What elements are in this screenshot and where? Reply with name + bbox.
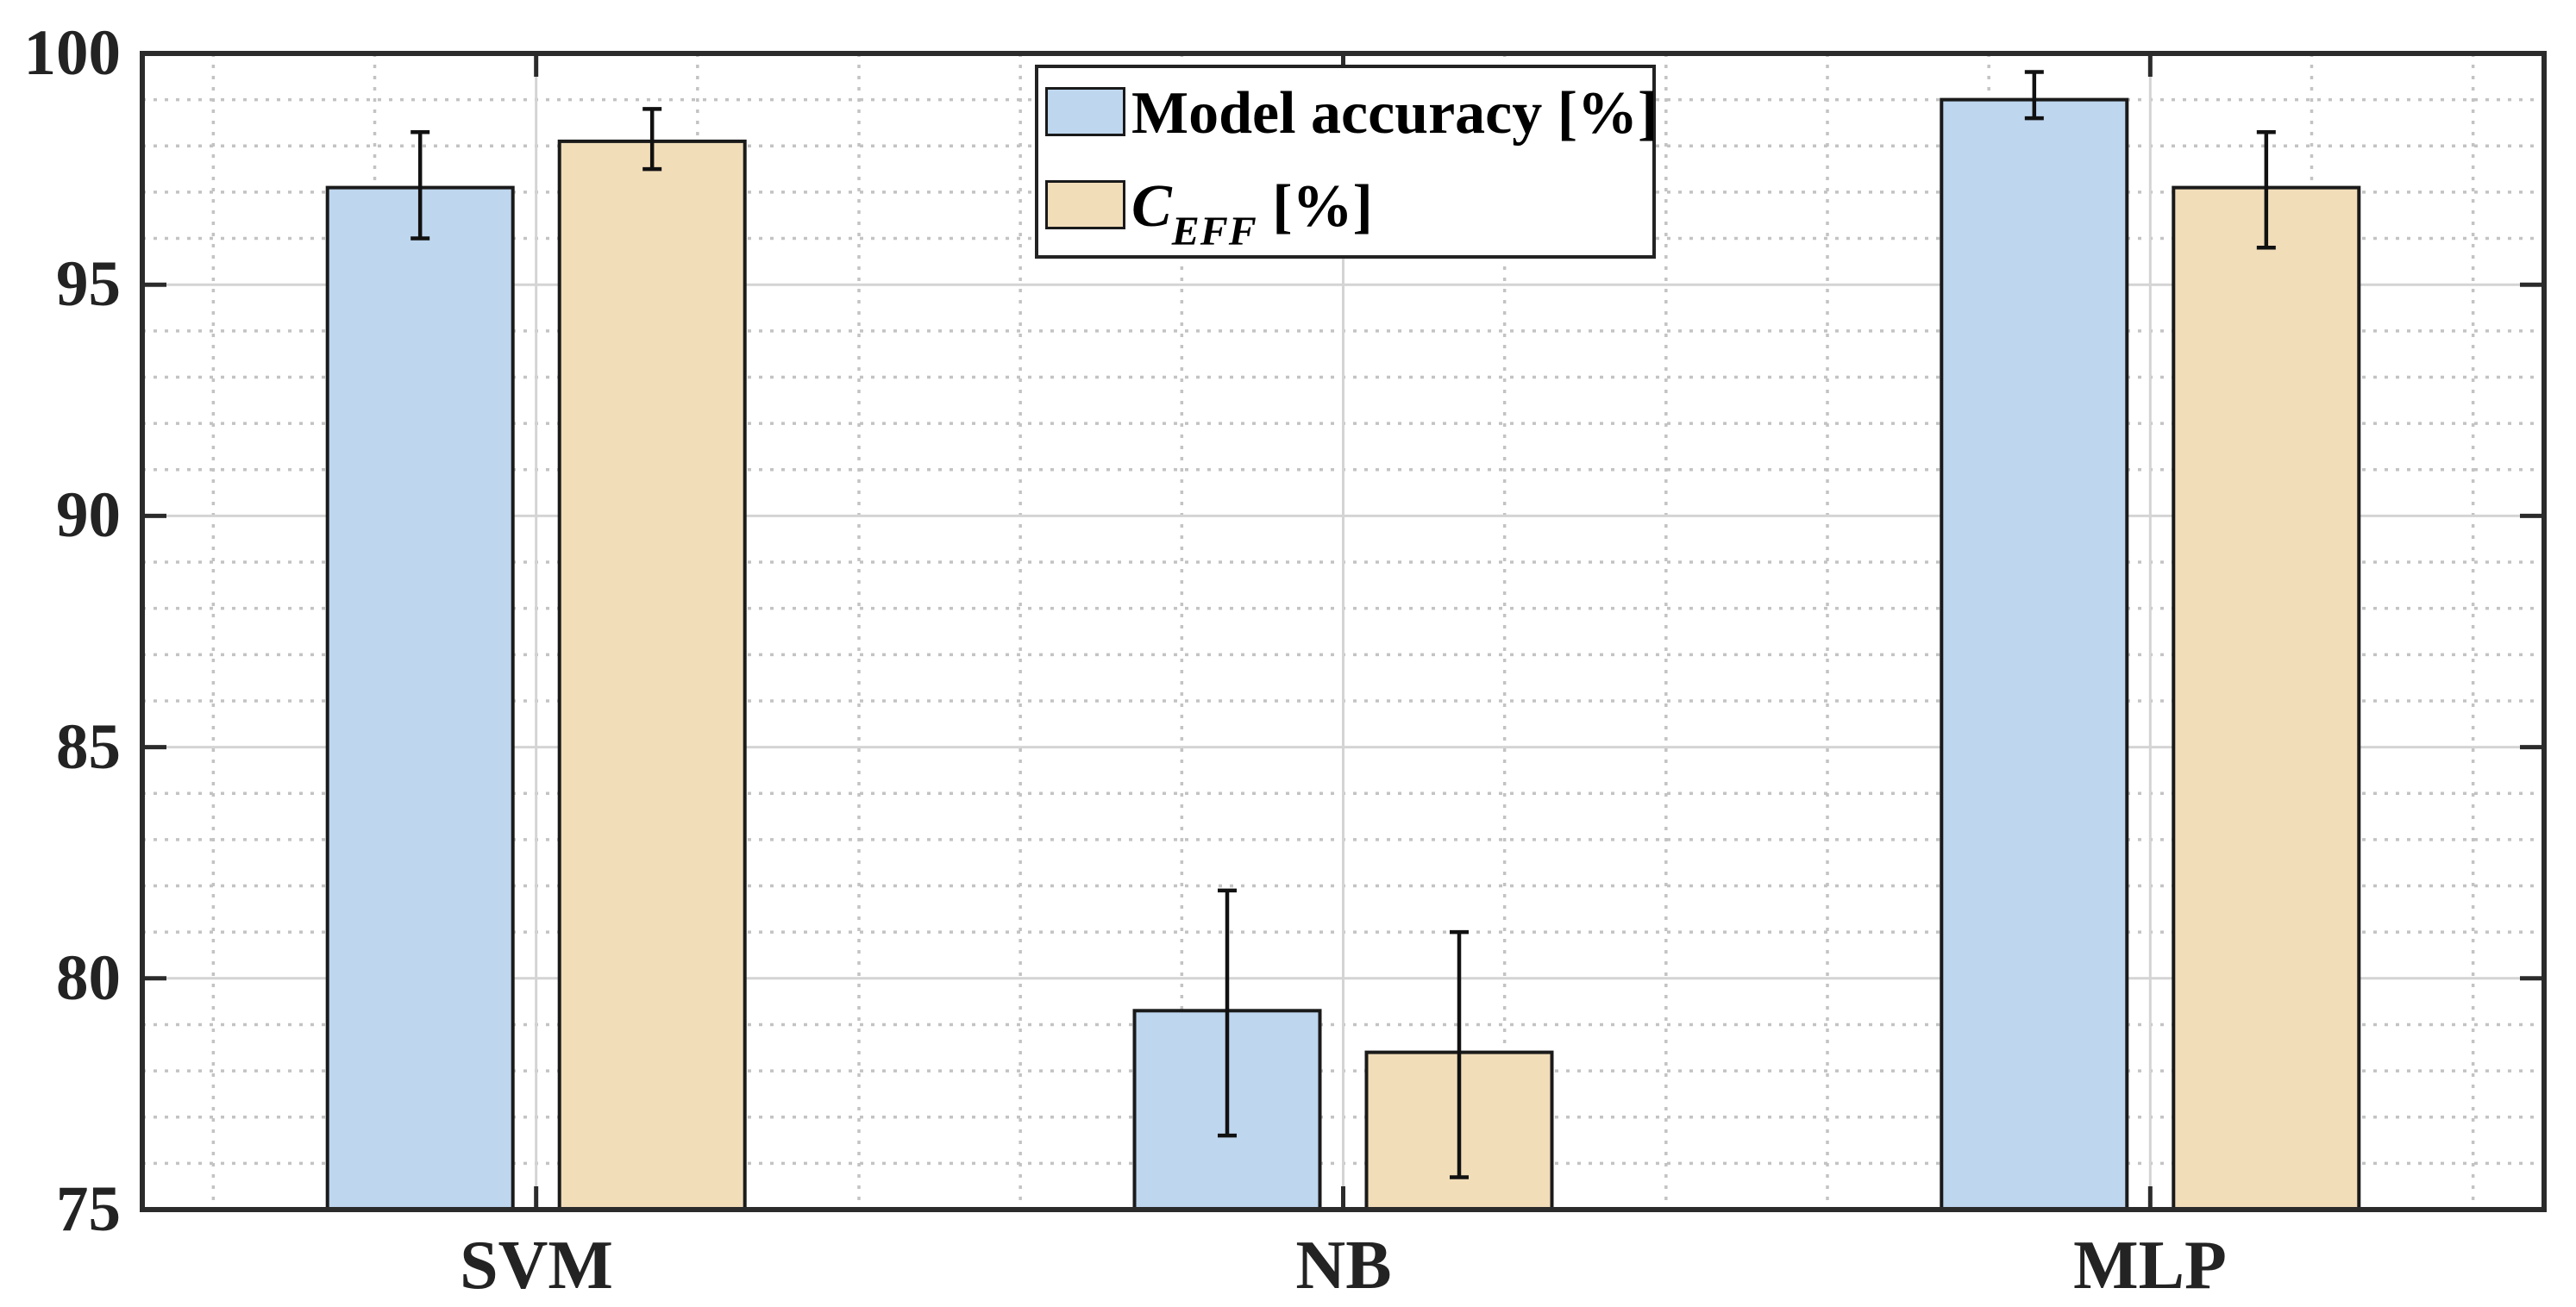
y-tick-label-75: 75 [56,1173,121,1245]
legend-ceff-unit: [%] [1257,173,1373,240]
legend-ceff-subscript: EFF [1171,209,1257,254]
y-tick-label-95: 95 [56,248,121,320]
axis-ticks [142,53,2544,1210]
error-bars-series-1 [642,107,2276,1179]
y-tick-label-85: 85 [56,711,121,783]
bar-svm-series-0 [325,185,515,1212]
bar-mlp-series-0 [1940,97,2129,1212]
y-tick-label-80: 80 [56,942,121,1014]
y-tick-label-100: 100 [23,17,122,89]
legend-ceff-symbol: C [1131,173,1172,240]
legend: Model accuracy [%] CEFF [%] [1035,65,1658,259]
y-tick-label-90: 90 [56,479,121,551]
bar-mlp-series-1 [2172,185,2361,1212]
legend-swatch-model-accuracy [1045,87,1125,136]
x-category-label-mlp: MLP [2073,1228,2227,1304]
bar-series-1 [557,139,2361,1212]
bar-series-0 [325,97,2129,1212]
x-category-label-nb: NB [1295,1228,1392,1304]
major-gridlines [142,53,2544,1210]
legend-label-model-accuracy: Model accuracy [%] [1131,80,1658,147]
bar-svm-series-1 [557,139,747,1211]
error-bars-series-0 [411,70,2044,1138]
legend-label-ceff: CEFF [%] [1131,173,1373,255]
x-category-label-svm: SVM [460,1228,613,1304]
legend-swatch-ceff [1045,180,1125,229]
